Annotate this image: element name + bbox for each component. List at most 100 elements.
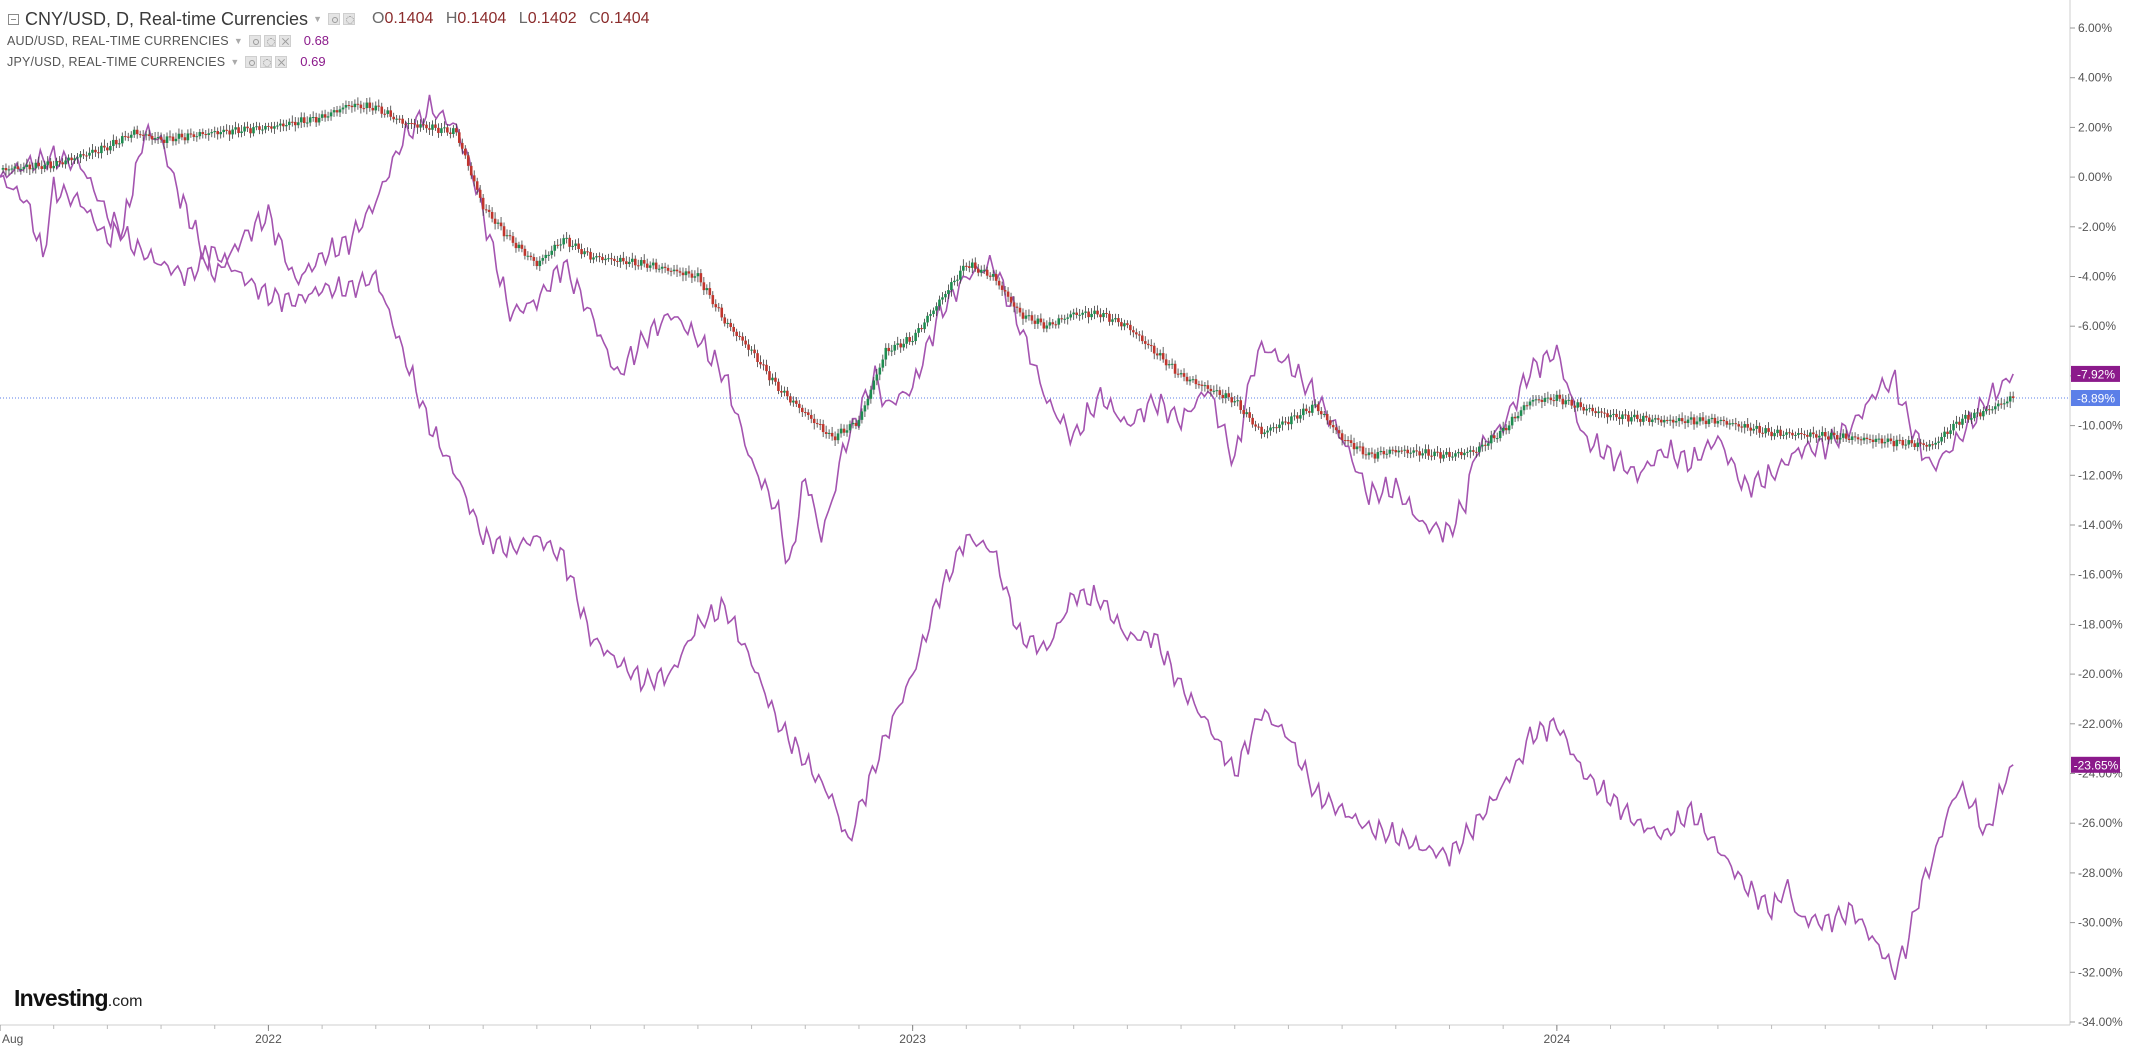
candle-body: [1615, 413, 1618, 418]
chevron-down-icon[interactable]: ▼: [230, 56, 240, 67]
candle-body: [902, 343, 905, 348]
candle-body: [523, 248, 527, 256]
candle-body: [478, 189, 482, 198]
candle-body: [1299, 415, 1302, 419]
candle-body: [132, 129, 136, 135]
candle-body: [1525, 405, 1529, 407]
candle-body: [368, 102, 372, 108]
candle-body: [392, 116, 395, 120]
candle-body: [466, 155, 470, 166]
candle-body: [1832, 432, 1836, 436]
candle-body: [1815, 434, 1818, 438]
candle-body: [1096, 310, 1099, 315]
candle-body: [1334, 427, 1338, 431]
candle-body: [1996, 403, 2000, 407]
candle-body: [323, 114, 327, 118]
candle-body: [1746, 424, 1750, 428]
x-tick-label: Aug: [2, 1032, 23, 1046]
candle-body: [1838, 437, 1842, 440]
candle-body: [738, 335, 741, 337]
candle-body: [1850, 436, 1854, 440]
visibility-icon[interactable]: [245, 55, 258, 68]
visibility-icon[interactable]: [327, 13, 340, 25]
candle-body: [1290, 416, 1293, 425]
collapse-icon[interactable]: [8, 13, 19, 25]
candle-body: [1149, 345, 1153, 347]
x-tick-label: 2024: [1543, 1032, 1570, 1046]
visibility-icon[interactable]: [248, 34, 261, 47]
candle-body: [520, 244, 524, 249]
candle-body: [1218, 390, 1222, 395]
candle-body: [589, 251, 592, 260]
candle-body: [195, 136, 199, 138]
candle-body: [669, 270, 673, 272]
candle-body: [1946, 431, 1949, 434]
candle-body: [1170, 363, 1174, 365]
candle-body: [1442, 454, 1445, 459]
candle-body: [1108, 313, 1111, 322]
y-tick-label: -32.00%: [2078, 965, 2123, 979]
candle-body: [851, 422, 855, 425]
settings-icon[interactable]: [342, 13, 355, 25]
candle-body: [1492, 435, 1496, 439]
y-tick-label: -14.00%: [2078, 518, 2123, 532]
candle-body: [797, 403, 801, 408]
candle-body: [642, 260, 646, 264]
candle-body: [595, 256, 598, 258]
candle-body: [625, 261, 628, 265]
aud-usd-title[interactable]: AUD/USD, REAL-TIME CURRENCIES: [7, 33, 229, 48]
candle-body: [1382, 450, 1386, 455]
candle-body: [550, 250, 554, 255]
candle-body: [1812, 432, 1815, 435]
candle-body: [1639, 418, 1642, 422]
candle-body: [1770, 431, 1773, 437]
candle-body: [440, 128, 443, 133]
jpy-usd-title[interactable]: JPY/USD, REAL-TIME CURRENCIES: [7, 54, 226, 69]
candle-body: [123, 136, 127, 138]
candle-body: [502, 226, 506, 237]
candle-body: [1155, 353, 1159, 356]
candle-body: [1883, 441, 1887, 444]
main-symbol-title[interactable]: CNY/USD, D, Real-time Currencies: [25, 8, 309, 29]
candle-body: [1307, 411, 1311, 413]
chevron-down-icon[interactable]: ▼: [233, 35, 243, 46]
close-icon[interactable]: [275, 55, 288, 68]
candle-body: [1859, 439, 1863, 441]
candle-body: [1722, 419, 1726, 422]
candle-body: [1910, 440, 1914, 444]
candle-body: [1227, 393, 1231, 398]
candle-body: [693, 276, 697, 278]
candle-body: [1865, 437, 1869, 439]
candle-body: [1636, 414, 1639, 419]
candle-body: [556, 244, 560, 246]
settings-icon[interactable]: [263, 34, 276, 47]
candle-body: [690, 273, 694, 278]
candle-body: [768, 371, 771, 381]
candle-body: [1531, 399, 1535, 402]
candle-body: [994, 273, 998, 281]
close-icon[interactable]: [278, 34, 291, 47]
candle-body: [1937, 441, 1940, 443]
candle-body: [750, 349, 753, 351]
candle-body: [800, 407, 804, 413]
candle-body: [237, 127, 240, 134]
candle-body: [1048, 322, 1052, 326]
candle-body: [985, 269, 989, 276]
candle-body: [1725, 421, 1729, 425]
settings-icon[interactable]: [260, 55, 273, 68]
cny-usd-marker-bg: [2071, 390, 2120, 407]
candle-body: [720, 307, 724, 318]
candle-body: [1454, 453, 1457, 457]
candle-body: [428, 128, 431, 130]
candle-body: [1036, 318, 1040, 324]
candle-body: [1964, 414, 1967, 419]
candle-body: [425, 124, 428, 129]
chevron-down-icon[interactable]: ▼: [313, 14, 322, 24]
candle-body: [1990, 409, 1994, 411]
candle-body: [1486, 443, 1490, 446]
candle-body: [1716, 421, 1720, 424]
jpy-usd-line: [0, 145, 2014, 980]
candle-body: [1233, 401, 1237, 403]
candle-body: [431, 124, 434, 130]
